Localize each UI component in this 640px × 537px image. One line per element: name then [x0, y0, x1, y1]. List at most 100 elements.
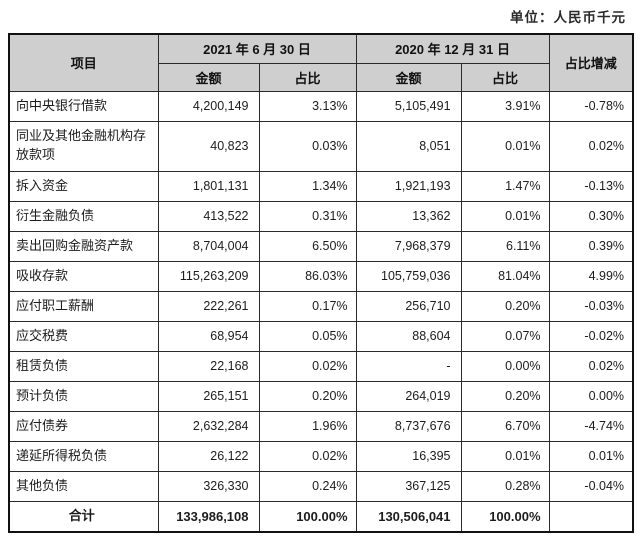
ratio-2021: 0.31% — [258, 200, 357, 232]
liabilities-table: 项目 2021 年 6 月 30 日 2020 年 12 月 31 日 占比增减… — [8, 33, 635, 533]
ratio-change: 4.99% — [548, 260, 634, 292]
ratio-2021: 0.05% — [258, 320, 357, 352]
header-row-subcolumns: 金额 占比 金额 占比 — [9, 62, 633, 92]
ratio-2021: 1.34% — [258, 170, 357, 202]
table-row: 拆入资金 1,801,131 1.34% 1,921,193 1.47% -0.… — [8, 170, 634, 202]
ratio-2020: 0.20% — [460, 380, 550, 412]
ratio-change: -0.78% — [548, 90, 634, 122]
amount-2021: 265,151 — [157, 380, 260, 412]
ratio-change: 0.02% — [548, 350, 634, 382]
table-row: 其他负债 326,330 0.24% 367,125 0.28% -0.04% — [8, 470, 634, 502]
ratio-2020: 6.70% — [460, 410, 550, 442]
row-label: 衍生金融负债 — [8, 200, 159, 232]
total-amount-2021: 133,986,108 — [157, 500, 260, 533]
table-body: 向中央银行借款 4,200,149 3.13% 5,105,491 3.91% … — [8, 90, 634, 533]
table-header: 项目 2021 年 6 月 30 日 2020 年 12 月 31 日 占比增减… — [8, 33, 634, 92]
ratio-2021: 0.17% — [258, 290, 357, 322]
table-row: 向中央银行借款 4,200,149 3.13% 5,105,491 3.91% … — [8, 90, 634, 122]
ratio-2021: 0.02% — [258, 440, 357, 472]
ratio-2021: 0.02% — [258, 350, 357, 382]
amount-2021: 8,704,004 — [157, 230, 260, 262]
ratio-2021: 0.03% — [258, 120, 357, 172]
ratio-2020: 1.47% — [460, 170, 550, 202]
amount-2021: 22,168 — [157, 350, 260, 382]
ratio-2021: 6.50% — [258, 230, 357, 262]
header-period-2021: 2021 年 6 月 30 日 — [157, 33, 357, 64]
table-row: 衍生金融负债 413,522 0.31% 13,362 0.01% 0.30% — [8, 200, 634, 232]
ratio-2021: 3.13% — [258, 90, 357, 122]
header-period-2020: 2020 年 12 月 31 日 — [355, 33, 550, 64]
ratio-change: -0.03% — [548, 290, 634, 322]
table-total-row: 合计 133,986,108 100.00% 130,506,041 100.0… — [8, 500, 634, 533]
amount-2021: 413,522 — [157, 200, 260, 232]
total-label: 合计 — [8, 500, 159, 533]
table-row: 应付债券 2,632,284 1.96% 8,737,676 6.70% -4.… — [8, 410, 634, 442]
row-label: 递延所得税负债 — [8, 440, 159, 472]
table-row: 同业及其他金融机构存放款项 40,823 0.03% 8,051 0.01% 0… — [8, 120, 634, 172]
ratio-change: -0.02% — [548, 320, 634, 352]
total-ratio-2020: 100.00% — [460, 500, 550, 533]
amount-2020: 367,125 — [355, 470, 462, 502]
amount-2020: 256,710 — [355, 290, 462, 322]
table-row: 租赁负债 22,168 0.02% - 0.00% 0.02% — [8, 350, 634, 382]
unit-label: 单位：人民币千元 — [510, 10, 626, 25]
amount-2021: 26,122 — [157, 440, 260, 472]
amount-2020: 7,968,379 — [355, 230, 462, 262]
amount-2021: 68,954 — [157, 320, 260, 352]
row-label: 预计负债 — [8, 380, 159, 412]
amount-2021: 326,330 — [157, 470, 260, 502]
ratio-2020: 3.91% — [460, 90, 550, 122]
row-label: 向中央银行借款 — [8, 90, 159, 122]
amount-2021: 4,200,149 — [157, 90, 260, 122]
table-row: 应付职工薪酬 222,261 0.17% 256,710 0.20% -0.03… — [8, 290, 634, 322]
ratio-2021: 0.20% — [258, 380, 357, 412]
ratio-2020: 0.01% — [460, 120, 550, 172]
amount-2021: 40,823 — [157, 120, 260, 172]
ratio-2020: 81.04% — [460, 260, 550, 292]
ratio-change: -0.04% — [548, 470, 634, 502]
ratio-2020: 0.01% — [460, 440, 550, 472]
header-amount-2020: 金额 — [355, 62, 462, 92]
amount-2020: 1,921,193 — [355, 170, 462, 202]
header-ratio-2021: 占比 — [258, 62, 357, 92]
ratio-2021: 1.96% — [258, 410, 357, 442]
amount-2020: 105,759,036 — [355, 260, 462, 292]
row-label: 其他负债 — [8, 470, 159, 502]
ratio-change: -4.74% — [548, 410, 634, 442]
amount-2021: 2,632,284 — [157, 410, 260, 442]
ratio-2020: 6.11% — [460, 230, 550, 262]
row-label: 卖出回购金融资产款 — [8, 230, 159, 262]
ratio-change: -0.13% — [548, 170, 634, 202]
ratio-2020: 0.28% — [460, 470, 550, 502]
ratio-2021: 86.03% — [258, 260, 357, 292]
amount-2020: 88,604 — [355, 320, 462, 352]
amount-2020: 8,051 — [355, 120, 462, 172]
total-amount-2020: 130,506,041 — [355, 500, 462, 533]
table-row: 预计负债 265,151 0.20% 264,019 0.20% 0.00% — [8, 380, 634, 412]
header-amount-2021: 金额 — [157, 62, 260, 92]
row-label: 拆入资金 — [8, 170, 159, 202]
amount-2020: 5,105,491 — [355, 90, 462, 122]
amount-2020: 16,395 — [355, 440, 462, 472]
total-ratio-2021: 100.00% — [258, 500, 357, 533]
header-change: 占比增减 — [548, 33, 634, 92]
ratio-change: 0.01% — [548, 440, 634, 472]
row-label: 同业及其他金融机构存放款项 — [8, 120, 159, 172]
ratio-2021: 0.24% — [258, 470, 357, 502]
header-item: 项目 — [8, 33, 159, 92]
amount-2021: 1,801,131 — [157, 170, 260, 202]
table-row: 递延所得税负债 26,122 0.02% 16,395 0.01% 0.01% — [8, 440, 634, 472]
amount-2021: 115,263,209 — [157, 260, 260, 292]
ratio-change: 0.00% — [548, 380, 634, 412]
ratio-change: 0.30% — [548, 200, 634, 232]
row-label: 应交税费 — [8, 320, 159, 352]
amount-2021: 222,261 — [157, 290, 260, 322]
row-label: 应付职工薪酬 — [8, 290, 159, 322]
amount-2020: 264,019 — [355, 380, 462, 412]
amount-2020: 8,737,676 — [355, 410, 462, 442]
table-row: 卖出回购金融资产款 8,704,004 6.50% 7,968,379 6.11… — [8, 230, 634, 262]
amount-2020: 13,362 — [355, 200, 462, 232]
row-label: 租赁负债 — [8, 350, 159, 382]
ratio-2020: 0.07% — [460, 320, 550, 352]
